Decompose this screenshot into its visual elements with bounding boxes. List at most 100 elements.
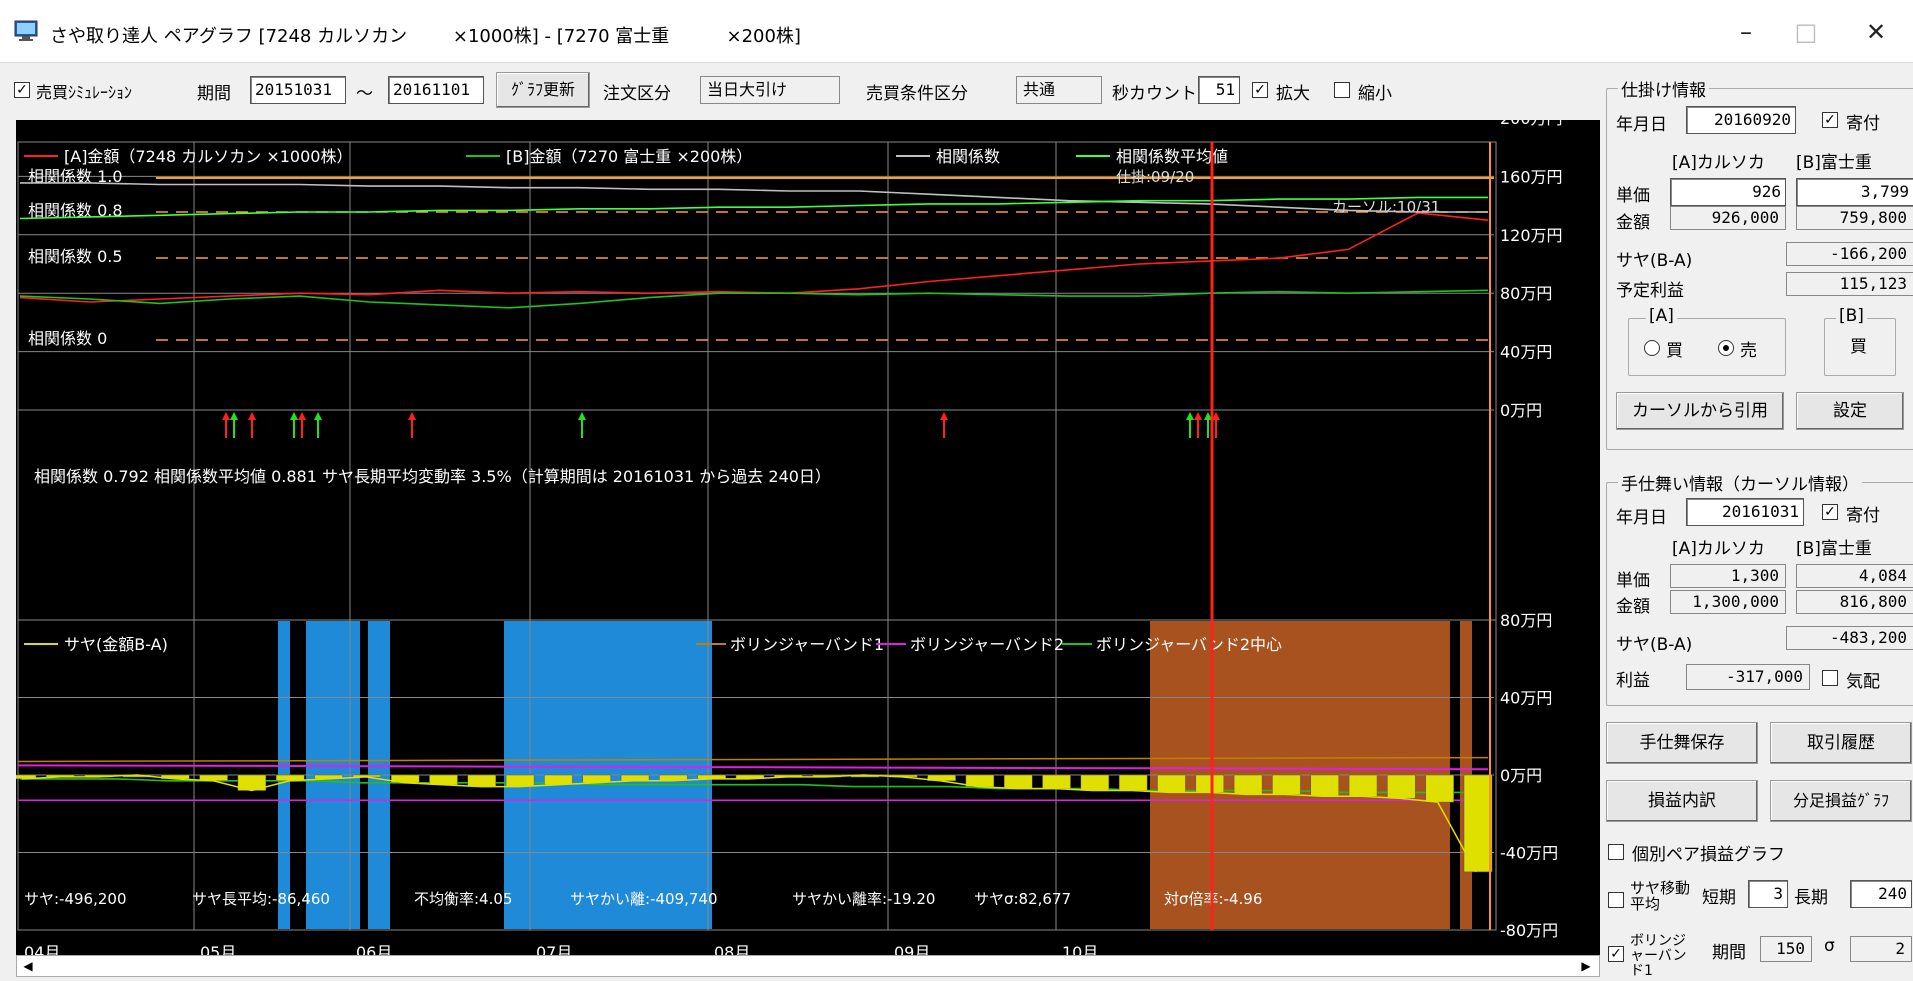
upper-y-tick: 80万円 — [1500, 284, 1552, 303]
trade-markers — [222, 412, 1220, 438]
trade-marker-head — [298, 412, 306, 420]
trade-marker-head — [940, 412, 948, 420]
lower-y-tick: 40万円 — [1500, 689, 1552, 708]
lower-y-axis: 80万円 40万円 0万円 -40万円 -80万円 — [1500, 611, 1558, 940]
minimize-button[interactable]: – — [1740, 18, 1752, 46]
cursor-quote-button[interactable]: カーソルから引用 — [1616, 392, 1784, 430]
trade-marker-head — [1212, 412, 1220, 420]
saya-bar — [1003, 774, 1033, 789]
legend-a: [A]金額（7248 カルソカン ×1000株） — [64, 147, 352, 166]
saya-bar — [1080, 774, 1110, 791]
ma-checkbox[interactable] — [1608, 892, 1624, 908]
saya-bar — [1272, 774, 1301, 795]
sec-count-value[interactable]: 51 — [1198, 76, 1240, 104]
upper-y-tick: 160万円 — [1500, 167, 1563, 186]
zoom-out-label: 縮小 — [1358, 84, 1392, 104]
bb-period-label: 期間 — [1712, 943, 1746, 963]
shikake-date-label: 年月日 — [1616, 115, 1667, 135]
shikake-marker-label: 仕掛:09/20 — [1116, 168, 1194, 186]
sigma-input[interactable]: 2 — [1850, 936, 1912, 962]
h-scrollbar[interactable]: ◀ ▶ — [16, 955, 1600, 977]
shikake-date-input[interactable]: 20160920 — [1686, 106, 1796, 134]
upper-series — [19, 182, 1489, 309]
period-from-input[interactable]: 20151031 — [250, 76, 346, 104]
shikake-yoritsuki-label: 寄付 — [1846, 114, 1880, 134]
app-icon — [14, 20, 38, 41]
shikake-amount-label: 金額 — [1616, 213, 1650, 233]
pl-breakdown-button[interactable]: 損益内訳 — [1606, 780, 1758, 822]
b-action-label: 買 — [1850, 337, 1867, 357]
trade-marker-head — [230, 412, 238, 420]
long-input[interactable]: 240 — [1850, 880, 1912, 908]
order-value[interactable]: 当日大引け — [700, 76, 840, 104]
minute-pl-graph-button[interactable]: 分足損益ｸﾞﾗﾌ — [1770, 780, 1912, 822]
saya-bar — [1463, 774, 1493, 873]
period-to-input[interactable]: 20161101 — [388, 76, 484, 104]
saya-bar — [1118, 774, 1148, 791]
temai-amount-a: 1,300,000 — [1670, 590, 1786, 614]
temai-title: 手仕舞い情報（カーソル情報） — [1618, 470, 1862, 495]
settings-button[interactable]: 設定 — [1796, 392, 1904, 430]
shikake-yoritsuki-checkbox[interactable]: ✓ — [1822, 112, 1838, 128]
legend-corr: 相関係数 — [936, 147, 1000, 166]
history-button[interactable]: 取引履歴 — [1770, 722, 1912, 764]
cond-label: 売買条件区分 — [866, 84, 968, 104]
short-input[interactable]: 3 — [1748, 880, 1788, 908]
zoom-out-checkbox[interactable] — [1334, 82, 1350, 98]
a-buy-label: 買 — [1666, 341, 1683, 361]
shikake-price-b[interactable]: 3,799 — [1796, 178, 1913, 206]
shikake-amount-b: 759,800 — [1796, 206, 1913, 230]
scroll-right-icon[interactable]: ▶ — [1581, 959, 1591, 973]
lower-y-tick: -80万円 — [1500, 921, 1558, 940]
zoom-in-checkbox[interactable]: ✓ — [1252, 82, 1268, 98]
temai-price-b: 4,084 — [1796, 564, 1913, 588]
a-sell-radio[interactable] — [1718, 340, 1734, 356]
cond-value[interactable]: 共通 — [1016, 76, 1102, 104]
kihai-checkbox[interactable] — [1822, 670, 1838, 686]
upper-series-line — [19, 289, 1489, 309]
saya-line — [21, 774, 1477, 873]
trade-marker-head — [1186, 412, 1194, 420]
a-buy-radio[interactable] — [1644, 340, 1660, 356]
temai-yoritsuki-label: 寄付 — [1846, 506, 1880, 526]
group-a-title: [A] — [1646, 306, 1677, 326]
legend-saya: サヤ(金額B-A) — [64, 635, 168, 654]
legend-bb1: ボリンジャーバンド1 — [730, 635, 884, 654]
close-button[interactable]: ✕ — [1865, 18, 1887, 46]
shikake-group — [1606, 88, 1913, 450]
legend-bb2: ボリンジャーバンド2 — [910, 635, 1064, 654]
group-b-title: [B] — [1836, 306, 1867, 326]
corr-label-05: 相関係数 0.5 — [28, 247, 123, 266]
title-bar: さや取り達人 ペアグラフ [7248 カルソカン ×1000株] - [7270… — [0, 0, 1913, 63]
a-sell-label: 売 — [1740, 341, 1757, 361]
scroll-left-icon[interactable]: ◀ — [23, 959, 33, 973]
shikake-yotei-label: 予定利益 — [1616, 281, 1684, 301]
temai-price-label: 単価 — [1616, 571, 1650, 591]
trade-marker-head — [1204, 412, 1212, 420]
upper-y-axis: 200万円 160万円 120万円 80万円 40万円 0万円 — [1500, 120, 1563, 420]
lower-y-tick: 80万円 — [1500, 611, 1552, 630]
trade-marker-head — [578, 412, 586, 420]
temai-saya-value: -483,200 — [1786, 626, 1913, 650]
saya-bar — [620, 774, 650, 782]
saya-bar — [1348, 774, 1378, 797]
order-label: 注文区分 — [603, 84, 671, 104]
ma-label: サヤ移動平均 — [1630, 879, 1691, 913]
temai-col-a: [A]カルソカ — [1672, 539, 1765, 559]
upper-grid — [18, 142, 1494, 620]
graph-update-button[interactable]: ｸﾞﾗﾌ更新 — [496, 72, 590, 108]
shikake-price-a[interactable]: 926 — [1670, 178, 1786, 206]
bb1-checkbox[interactable]: ✓ — [1608, 946, 1624, 962]
temai-yoritsuki-checkbox[interactable]: ✓ — [1822, 504, 1838, 520]
tilde-label: 〜 — [356, 84, 373, 104]
save-close-button[interactable]: 手仕舞保存 — [1606, 722, 1758, 764]
sim-checkbox[interactable]: ✓ — [14, 82, 30, 98]
temai-date-input[interactable]: 20161031 — [1686, 498, 1804, 526]
pair-graph-checkbox[interactable] — [1608, 844, 1624, 860]
maximize-button[interactable]: □ — [1794, 18, 1818, 46]
bb-period-input[interactable]: 150 — [1760, 936, 1812, 962]
pair-chart[interactable]: 相関係数 1.0 相関係数 0.8 相関係数 0.5 相関係数 0 [A]金額（… — [16, 120, 1600, 972]
temai-date-label: 年月日 — [1616, 508, 1667, 528]
trade-marker-head — [314, 412, 322, 420]
shikake-title: 仕掛け情報 — [1618, 76, 1709, 101]
